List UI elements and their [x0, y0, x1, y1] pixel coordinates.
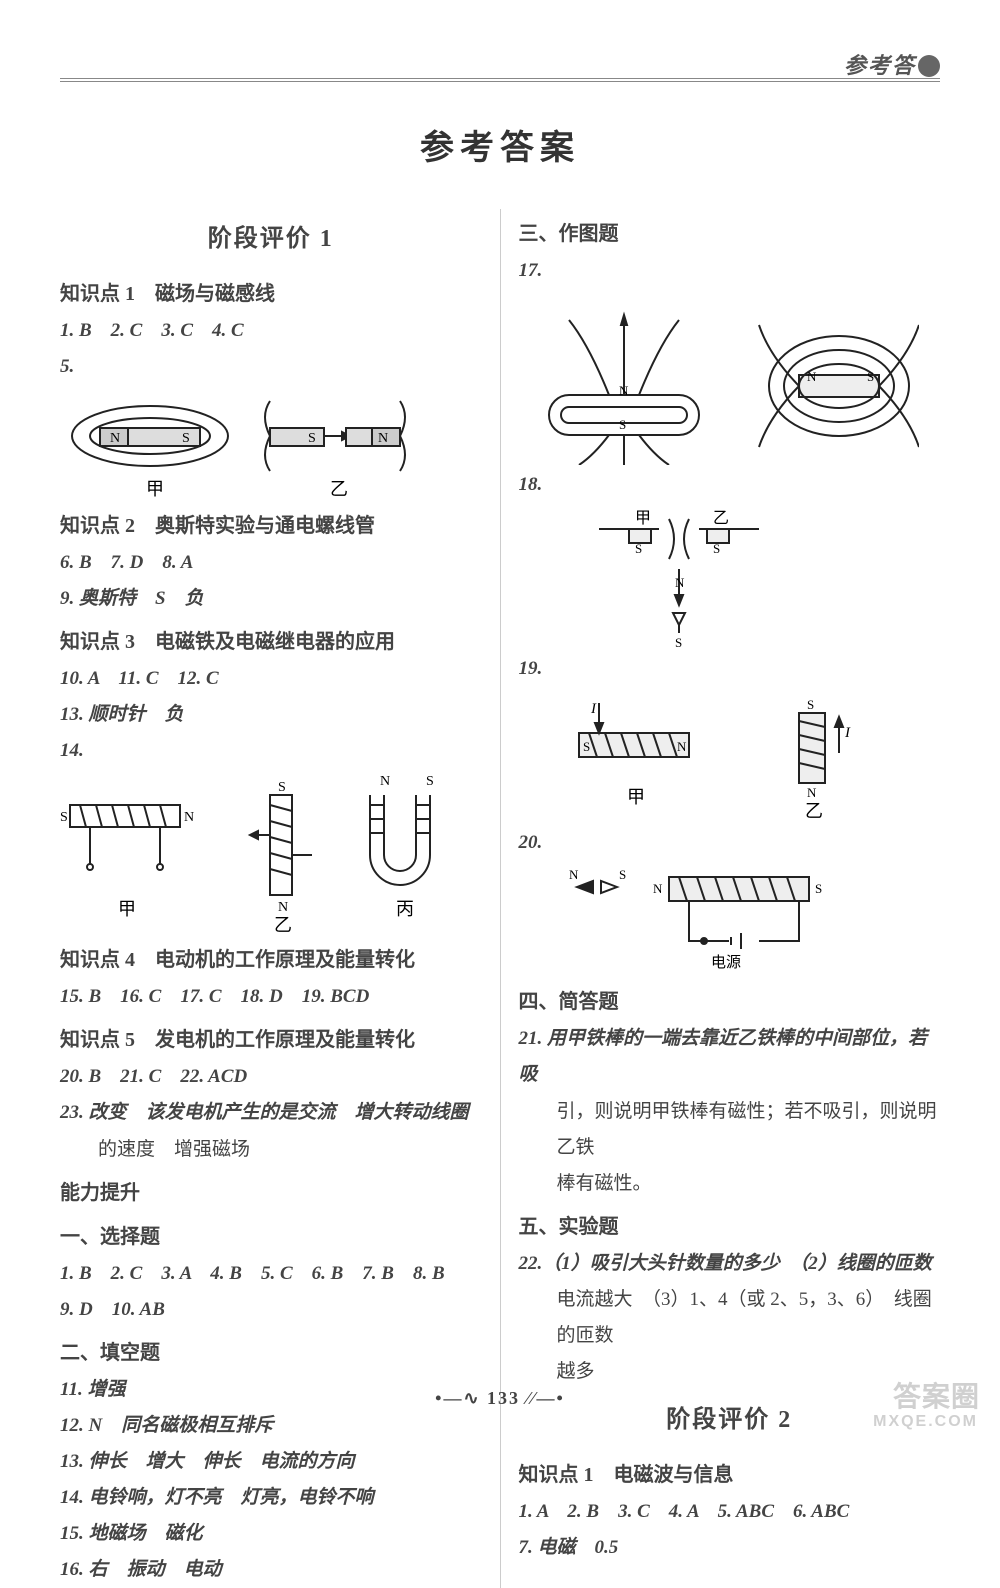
fig14a-N: N — [184, 810, 194, 825]
q14-label: 14. — [60, 733, 482, 769]
q22c: 越多 — [519, 1354, 941, 1390]
q17-label: 17. — [519, 253, 941, 289]
kp4-title: 知识点 4 电动机的工作原理及能量转化 — [60, 941, 482, 979]
q9: 9. 奥斯特 S 负 — [60, 581, 482, 617]
kp4-answers: 15. B 16. C 17. C 18. D 19. BCD — [60, 979, 482, 1015]
fig19a-S: S — [583, 739, 590, 754]
fig20-N2: N — [653, 881, 663, 896]
kp1b-l1: 1. A 2. B 3. C 4. A 5. ABC 6. ABC — [519, 1494, 941, 1530]
left-column: 阶段评价 1 知识点 1 磁场与磁感线 1. B 2. C 3. C 4. C … — [60, 209, 500, 1588]
watermark-bottom: MXQE.COM — [873, 1413, 978, 1431]
fill-15: 15. 地磁场 磁化 — [60, 1516, 482, 1552]
q22b: 电流越大 （3）1、4（或 2、5，3、6） 线圈的匝数 — [519, 1282, 941, 1354]
fig20-S1: S — [619, 867, 626, 882]
fig19-I2: I — [844, 725, 851, 741]
figure-18: 甲 乙 S S N S — [579, 509, 799, 649]
fig5b-N: N — [378, 431, 388, 446]
fig17-N: N — [619, 383, 629, 398]
page-number: •—∿ 133 ⁄⁄—• — [0, 1388, 1000, 1409]
fill-head: 二、填空题 — [60, 1334, 482, 1372]
exp-head: 五、实验题 — [519, 1208, 941, 1246]
q5-label: 5. — [60, 349, 482, 385]
fig20-N1: N — [569, 867, 579, 882]
page-title: 参考答案 — [60, 120, 940, 169]
fig20-S2: S — [815, 881, 822, 896]
fig19-la: 甲 — [627, 787, 645, 807]
fig5-N: N — [110, 431, 120, 446]
draw-head: 三、作图题 — [519, 215, 941, 253]
choice-l1: 1. B 2. C 3. A 4. B 5. C 6. B 7. B 8. B — [60, 1256, 482, 1292]
figure-14: S N 甲 S N 乙 — [60, 775, 460, 935]
kp2-title: 知识点 2 奥斯特实验与通电螺线管 — [60, 507, 482, 545]
fig20-power: 电源 — [711, 954, 741, 971]
fill-13: 13. 伸长 增大 伸长 电流的方向 — [60, 1444, 482, 1480]
fig19b-N: N — [807, 785, 817, 800]
fig14c-N: N — [380, 775, 390, 789]
fig5-label-a: 甲 — [146, 479, 164, 499]
kp3-title: 知识点 3 电磁铁及电磁继电器的应用 — [60, 623, 482, 661]
fill-16: 16. 右 振动 电动 — [60, 1552, 482, 1588]
fig14-label-c: 丙 — [396, 899, 414, 919]
kp2-answers: 6. B 7. D 8. A — [60, 545, 482, 581]
kp1b-title: 知识点 1 电磁波与信息 — [519, 1456, 941, 1494]
q21c: 棒有磁性。 — [519, 1166, 941, 1202]
kp1b-l2: 7. 电磁 0.5 — [519, 1530, 941, 1566]
header-text: 参考答 — [844, 53, 916, 78]
fig17-S: S — [619, 417, 626, 432]
circle-seal-icon — [918, 55, 940, 77]
watermark-top: 答案圈 — [893, 1375, 980, 1415]
kp5-title: 知识点 5 发电机的工作原理及能量转化 — [60, 1021, 482, 1059]
kp3-answers: 10. A 11. C 12. C — [60, 661, 482, 697]
fig5b-S: S — [308, 431, 316, 446]
q21a: 21. 用甲铁棒的一端去靠近乙铁棒的中间部位，若吸 — [519, 1021, 941, 1093]
q23a: 23. 改变 该发电机产生的是交流 增大转动线圈 — [60, 1095, 482, 1131]
fig19a-N: N — [677, 739, 687, 754]
fig17b-N: N — [807, 369, 817, 384]
fig18-Sb: S — [675, 635, 682, 649]
kp1-answers: 1. B 2. C 3. C 4. C — [60, 313, 482, 349]
q18-label: 18. — [519, 467, 941, 503]
figure-5: N S 甲 S N 乙 — [60, 391, 420, 501]
short-head: 四、简答题 — [519, 983, 941, 1021]
fig5-label-b: 乙 — [330, 479, 348, 499]
figure-19: I S N 甲 I S N 乙 — [549, 693, 909, 823]
fig14b-S: S — [278, 780, 286, 795]
choice-head: 一、选择题 — [60, 1218, 482, 1256]
fig14-label-a: 甲 — [118, 899, 136, 919]
figure-17: N S N S — [519, 295, 919, 465]
fig14a-S: S — [60, 810, 68, 825]
fig17b-S: S — [867, 369, 874, 384]
fig14b-N: N — [278, 900, 288, 915]
q23b: 的速度 增强磁场 — [60, 1132, 482, 1168]
fill-14: 14. 电铃响，灯不亮 灯亮，电铃不响 — [60, 1480, 482, 1516]
kp1-title: 知识点 1 磁场与磁感线 — [60, 275, 482, 313]
fig18-lb: 乙 — [713, 510, 729, 527]
fig14-label-b: 乙 — [274, 915, 292, 935]
fill-12: 12. N 同名磁极相互排斥 — [60, 1408, 482, 1444]
header-rule — [60, 78, 940, 82]
header-label: 参考答 — [844, 48, 940, 80]
choice-l2: 9. D 10. AB — [60, 1292, 482, 1328]
fig14c-S: S — [426, 775, 434, 789]
fig18-N: N — [675, 575, 685, 590]
fig18-S2: S — [713, 541, 720, 556]
q22a: 22.（1）吸引大头针数量的多少 （2）线圈的匝数 — [519, 1246, 941, 1282]
ability-head: 能力提升 — [60, 1174, 482, 1212]
fig18-S1: S — [635, 541, 642, 556]
q20-label: 20. — [519, 825, 941, 861]
figure-20: N S N S 电源 — [559, 867, 899, 977]
q19-label: 19. — [519, 651, 941, 687]
q21b: 引，则说明甲铁棒有磁性；若不吸引，则说明乙铁 — [519, 1094, 941, 1166]
fig19-lb: 乙 — [805, 801, 823, 821]
fig19-I1: I — [590, 701, 597, 717]
right-column: 三、作图题 17. N S — [500, 209, 941, 1588]
stage-1-title: 阶段评价 1 — [60, 217, 482, 263]
kp5-answers: 20. B 21. C 22. ACD — [60, 1059, 482, 1095]
fig5-S: S — [182, 431, 190, 446]
fig19b-S: S — [807, 697, 814, 712]
q13: 13. 顺时针 负 — [60, 697, 482, 733]
fig18-la: 甲 — [635, 510, 651, 527]
